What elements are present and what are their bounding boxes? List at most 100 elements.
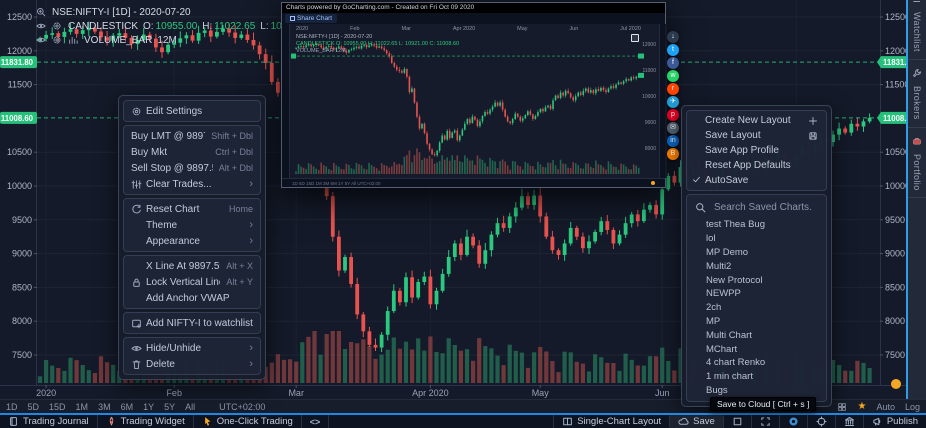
snapshot-tab-bar: Share Chart: [282, 13, 665, 24]
saved-chart-item[interactable]: 1 min chart: [706, 371, 753, 383]
menu-item-reset-chart[interactable]: Reset Chart Home: [124, 201, 260, 217]
menu-item-clear-trades[interactable]: Clear Trades... ›: [124, 176, 260, 192]
copy-image-icon[interactable]: [631, 34, 639, 42]
bottom-button-code[interactable]: <>: [302, 415, 330, 428]
eye-icon[interactable]: [36, 21, 49, 32]
menu-item-lock-vertical-line[interactable]: Lock Vertical Line Alt + Y: [124, 274, 260, 290]
blogger-share-button[interactable]: B: [667, 148, 679, 160]
favorite-star-icon[interactable]: ★: [857, 401, 867, 412]
saved-chart-item[interactable]: 2ch: [706, 302, 722, 314]
eye-icon[interactable]: [36, 35, 49, 46]
submenu-chevron-icon: ›: [249, 342, 253, 354]
context-menu-group: Reset Chart Home Theme › Appearance ›: [123, 198, 261, 252]
bottom-button-target[interactable]: [806, 415, 835, 428]
interval-button-1y[interactable]: 1Y: [143, 401, 155, 412]
gear-icon[interactable]: [52, 35, 65, 46]
bottom-button-expand[interactable]: [750, 415, 779, 428]
timezone-label[interactable]: UTC+02:00: [219, 401, 266, 412]
saved-chart-item[interactable]: test Thea Bug: [706, 219, 765, 231]
interval-button-15d[interactable]: 15D: [49, 401, 66, 412]
menu-item-buy-mkt[interactable]: Buy Mkt Ctrl + Dbl: [131, 146, 253, 158]
saved-chart-item[interactable]: MP Demo: [706, 246, 749, 258]
bottom-button-single-chart-layout[interactable]: Single-Chart Layout: [553, 415, 669, 428]
go-to-realtime-button[interactable]: [891, 379, 901, 389]
download-share-button[interactable]: ↓: [667, 31, 679, 43]
svg-text:7500: 7500: [12, 350, 32, 360]
twitter-share-button[interactable]: t: [667, 44, 679, 56]
log-scale-toggle[interactable]: Log: [904, 401, 920, 412]
menu-item-delete[interactable]: Delete ›: [124, 356, 260, 372]
menu-item-reset-app-defaults[interactable]: Reset App Defaults: [705, 160, 791, 171]
saved-chart-item[interactable]: NEWPP: [706, 288, 741, 300]
saved-chart-item[interactable]: 4 chart Renko: [706, 357, 766, 369]
interval-button-1m[interactable]: 1M: [75, 401, 89, 412]
saved-chart-item[interactable]: MP: [706, 315, 721, 327]
pointer-icon: [204, 417, 211, 426]
side-tab-brokers[interactable]: Brokers: [908, 60, 926, 128]
menu-item-create-new-layout[interactable]: Create New Layout: [687, 113, 826, 128]
bottom-button-frame[interactable]: [722, 415, 751, 428]
bottom-toolbar: Trading Journal Trading Widget One-Click T…: [0, 413, 926, 428]
svg-text:12000: 12000: [885, 46, 906, 56]
saved-chart-item[interactable]: Bugs: [706, 384, 728, 396]
side-tab-watchlist[interactable]: Watchlist: [908, 0, 926, 60]
saved-chart-item[interactable]: New Protocol: [706, 274, 763, 286]
bottom-button-save[interactable]: Save: [669, 415, 723, 428]
menu-item-add-anchor-vwap[interactable]: Add Anchor VWAP: [146, 292, 230, 304]
menu-item-add-nifty-i-to-watchlist[interactable]: Add NIFTY-I to watchlist: [124, 315, 260, 331]
menu-item-x-line-at-9897-59[interactable]: X Line At 9897.59 Alt + X: [146, 260, 253, 272]
active-chart-blue-border: [906, 0, 908, 399]
saved-chart-item[interactable]: Multi Chart: [706, 329, 752, 341]
bottom-button-trading-widget[interactable]: Trading Widget: [98, 415, 194, 428]
saved-charts-group: Search Saved Charts. test Thea Bug lol MP D…: [686, 194, 827, 403]
auto-scale-toggle[interactable]: Auto: [876, 401, 895, 412]
facebook-share-button[interactable]: f: [667, 57, 679, 69]
email-share-button[interactable]: ✉: [667, 122, 679, 134]
svg-text:Mar: Mar: [288, 388, 304, 398]
gear-icon[interactable]: [52, 21, 65, 32]
grid-settings-icon[interactable]: [837, 402, 847, 412]
target-icon: [816, 416, 827, 427]
menu-item-hide-unhide[interactable]: Hide/Unhide ›: [124, 340, 260, 356]
menu-item-theme[interactable]: Theme ›: [146, 219, 253, 231]
menu-item-autosave[interactable]: AutoSave: [687, 173, 826, 188]
menu-item-save-app-profile[interactable]: Save App Profile: [705, 145, 779, 156]
menu-item-edit-settings[interactable]: Edit Settings: [124, 103, 260, 119]
plus-icon: [809, 116, 817, 125]
eye-icon: [131, 345, 142, 351]
interval-button-6m[interactable]: 6M: [120, 401, 134, 412]
telegram-share-button[interactable]: ✈: [667, 96, 679, 108]
interval-button-all[interactable]: All: [185, 401, 196, 412]
saved-charts-search-input[interactable]: Search Saved Charts.: [687, 197, 826, 217]
side-tab-portfolio[interactable]: Portfolio: [908, 128, 926, 199]
pinterest-share-button[interactable]: p: [667, 109, 679, 121]
saved-chart-item[interactable]: lol: [706, 233, 716, 245]
menu-item-appearance[interactable]: Appearance ›: [146, 235, 253, 247]
interval-button-3m[interactable]: 3M: [98, 401, 111, 412]
snapshot-right-toolbar: [659, 24, 665, 187]
context-menu-group: Edit Settings: [123, 100, 261, 122]
interval-button-5d[interactable]: 5D: [27, 401, 40, 412]
menu-item-save-layout[interactable]: Save Layout: [687, 128, 826, 143]
open-label: O:: [143, 20, 154, 32]
volume-study-row[interactable]: VOLUME_BAR 12M: [36, 33, 365, 47]
linkedin-share-button[interactable]: in: [667, 135, 679, 147]
interval-button-5y[interactable]: 5Y: [164, 401, 176, 412]
symbol-title-row[interactable]: NSE:NIFTY-I [1D] - 2020-07-20: [36, 5, 365, 19]
whatsapp-share-button[interactable]: w: [667, 70, 679, 82]
submenu-chevron-icon: ›: [249, 178, 253, 190]
reddit-share-button[interactable]: r: [667, 83, 679, 95]
bottom-button-bank[interactable]: [834, 415, 863, 428]
volume-value: 12M: [157, 34, 177, 46]
bottom-button-trading-journal[interactable]: Trading Journal: [0, 415, 98, 428]
bottom-button-publish[interactable]: Publish: [862, 415, 926, 428]
saved-chart-item[interactable]: MChart: [706, 343, 738, 355]
interval-button-1d[interactable]: 1D: [6, 401, 18, 412]
bottom-button-camera[interactable]: [778, 415, 807, 428]
bottom-button-one-click-trading[interactable]: One-Click Trading: [194, 415, 302, 428]
svg-text:9500: 9500: [885, 215, 905, 225]
shortcut-hint: Alt + X: [226, 261, 253, 271]
menu-item-buy-lmt-9897-59[interactable]: Buy LMT @ 9897.59Shift + Dbl: [131, 130, 253, 142]
saved-chart-item[interactable]: Multi2: [706, 260, 732, 272]
